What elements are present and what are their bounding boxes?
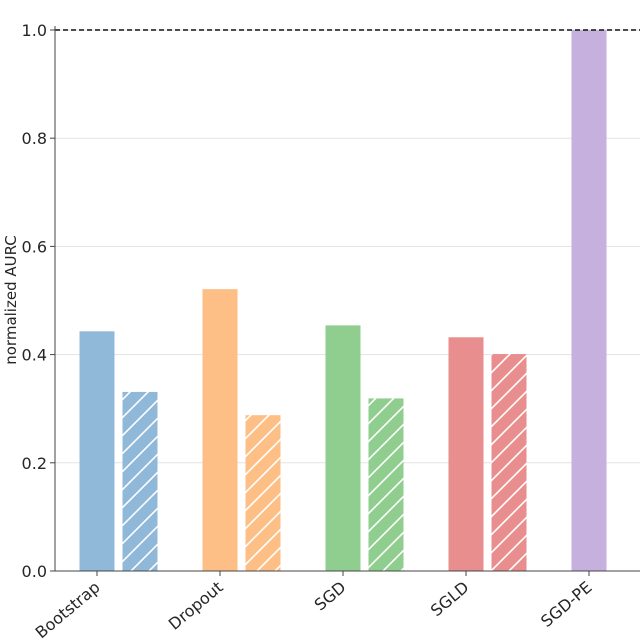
bars — [79, 30, 607, 571]
x-axis: Bootstrap Dropout SGD SGLD SGD-PE — [32, 571, 596, 642]
x-tick-label: SGLD — [427, 578, 473, 621]
y-tick-label: 1.0 — [22, 21, 47, 40]
x-tick-label: SGD-PE — [537, 578, 595, 631]
bar-sgd-hatched — [368, 398, 404, 571]
bar-dropout-solid — [202, 289, 238, 571]
y-axis: 0.0 0.2 0.4 0.6 0.8 1.0 — [22, 21, 640, 581]
bar-bootstrap-solid — [79, 331, 115, 571]
y-tick-label: 0.6 — [22, 237, 47, 256]
bar-sgd-pe-solid — [571, 30, 607, 571]
bar-dropout-hatched — [245, 415, 281, 571]
y-tick-label: 0.0 — [22, 562, 47, 581]
y-tick-label: 0.8 — [22, 129, 47, 148]
y-axis-label: normalized AURC — [2, 235, 20, 365]
x-tick-label: SGD — [311, 578, 350, 615]
bar-bootstrap-hatched — [122, 391, 158, 571]
y-tick-label: 0.4 — [22, 346, 47, 365]
x-tick-label: Dropout — [165, 578, 227, 634]
y-tick-label: 0.2 — [22, 454, 47, 473]
bar-sgd-solid — [325, 325, 361, 571]
x-tick-label: Bootstrap — [32, 578, 104, 643]
bar-sgld-solid — [448, 337, 484, 571]
bar-sgld-hatched — [491, 354, 527, 571]
